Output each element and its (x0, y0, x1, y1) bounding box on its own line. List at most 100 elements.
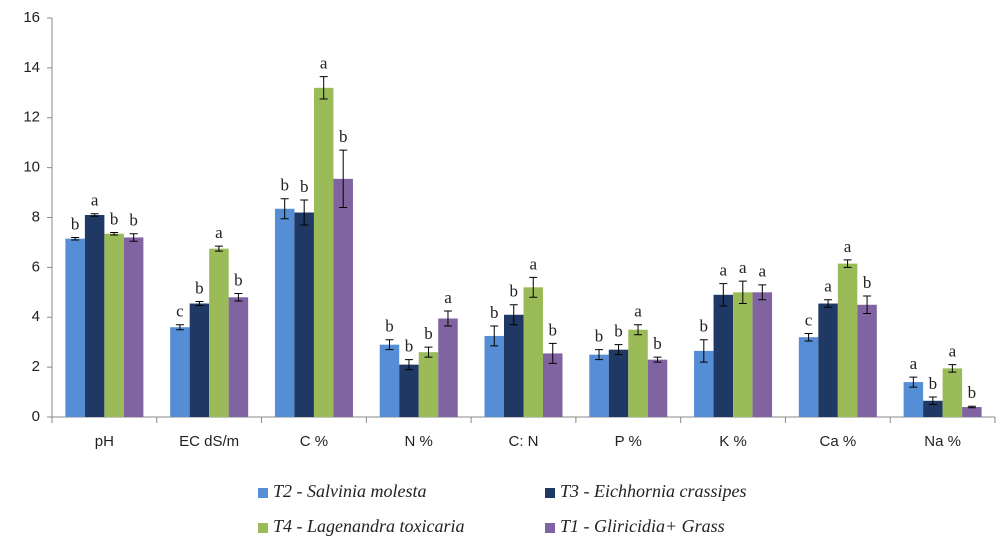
bar (438, 318, 458, 417)
significance-letter: b (700, 317, 709, 336)
legend-swatch (258, 523, 268, 533)
error-bar (280, 198, 289, 220)
significance-letter: a (824, 277, 832, 296)
y-tick-label: 10 (23, 159, 40, 176)
significance-letter: b (385, 317, 394, 336)
significance-letter: a (720, 260, 728, 279)
error-bar (490, 325, 499, 347)
bar (818, 303, 838, 417)
error-bar (614, 344, 623, 356)
error-bar (863, 295, 872, 315)
significance-letter: b (549, 320, 558, 339)
bar (399, 364, 419, 417)
bar (313, 87, 334, 417)
bar (523, 287, 543, 417)
y-tick-label: 14 (23, 59, 40, 76)
error-bar (928, 396, 937, 406)
error-bar (719, 283, 728, 307)
error-bar (129, 233, 138, 242)
significance-letter: b (110, 209, 119, 228)
bar (857, 304, 877, 417)
significance-letter: a (215, 223, 223, 242)
bar (903, 382, 924, 417)
significance-letter: b (234, 270, 243, 289)
bar (170, 327, 190, 417)
error-bar (71, 236, 80, 241)
bar (608, 349, 629, 417)
significance-letter: b (595, 327, 604, 346)
bar (923, 400, 943, 417)
bar (418, 352, 439, 417)
legend-swatch (545, 488, 555, 498)
x-tick-label: K % (719, 433, 747, 450)
error-bar (804, 332, 813, 342)
bar (379, 344, 400, 417)
significance-letter: b (653, 334, 662, 353)
x-tick-label: EC dS/m (179, 433, 239, 450)
x-tick-label: C: N (509, 433, 539, 450)
bar (65, 238, 85, 417)
significance-letter: b (968, 383, 977, 402)
error-bar (824, 299, 833, 308)
bar (798, 337, 819, 417)
significance-letter: b (339, 127, 348, 146)
error-bar (909, 376, 918, 388)
significance-letter: b (510, 282, 519, 301)
legend-label: T4 - Lagenandra toxicaria (273, 516, 465, 536)
significance-letter: b (929, 374, 938, 393)
bar (84, 215, 105, 417)
bar (484, 335, 504, 417)
bar (628, 329, 648, 417)
significance-letter: a (910, 354, 918, 373)
significance-letter: b (405, 337, 414, 356)
significance-letter: a (739, 258, 747, 277)
error-bar (195, 301, 204, 307)
significance-letter: a (91, 191, 99, 210)
significance-letter: b (863, 273, 872, 292)
error-bar (548, 342, 557, 364)
significance-letter: a (444, 288, 452, 307)
significance-letter: a (759, 262, 767, 281)
bar (647, 359, 668, 417)
y-tick-label: 8 (32, 208, 40, 225)
bar (694, 350, 714, 417)
legend-swatch (258, 488, 268, 498)
legend-label: T2 - Salvinia molesta (273, 481, 427, 501)
x-tick-label: C % (300, 433, 328, 450)
y-tick-label: 2 (32, 358, 40, 375)
bar (837, 263, 858, 417)
significance-letter: a (320, 54, 328, 73)
significance-letter: c (805, 310, 813, 329)
error-bar (948, 364, 957, 373)
error-bar (509, 304, 518, 326)
x-tick-label: P % (615, 433, 642, 450)
significance-letter: b (490, 303, 499, 322)
significance-letter: c (176, 302, 184, 321)
significance-letter: b (424, 324, 433, 343)
error-bar (967, 405, 976, 409)
bar (333, 178, 353, 417)
bar (104, 233, 124, 417)
y-tick-label: 4 (32, 308, 40, 325)
error-bar (595, 349, 604, 361)
bar (543, 353, 563, 417)
bar (189, 303, 210, 417)
significance-letter: b (300, 177, 309, 196)
y-tick-label: 12 (23, 109, 40, 126)
y-tick-label: 6 (32, 258, 40, 275)
bar (733, 292, 753, 417)
error-bar (404, 359, 413, 371)
bar (228, 297, 249, 417)
error-bar (634, 324, 643, 336)
significance-letter: b (280, 176, 289, 195)
bar (209, 248, 229, 417)
error-bar (653, 356, 662, 363)
y-tick-label: 0 (32, 408, 40, 425)
error-bar (424, 346, 433, 358)
error-bar (758, 284, 767, 301)
bar (504, 314, 524, 417)
error-bar (234, 293, 243, 302)
legend-label: T3 - Eichhornia crassipes (560, 481, 747, 501)
error-bar (738, 280, 747, 305)
